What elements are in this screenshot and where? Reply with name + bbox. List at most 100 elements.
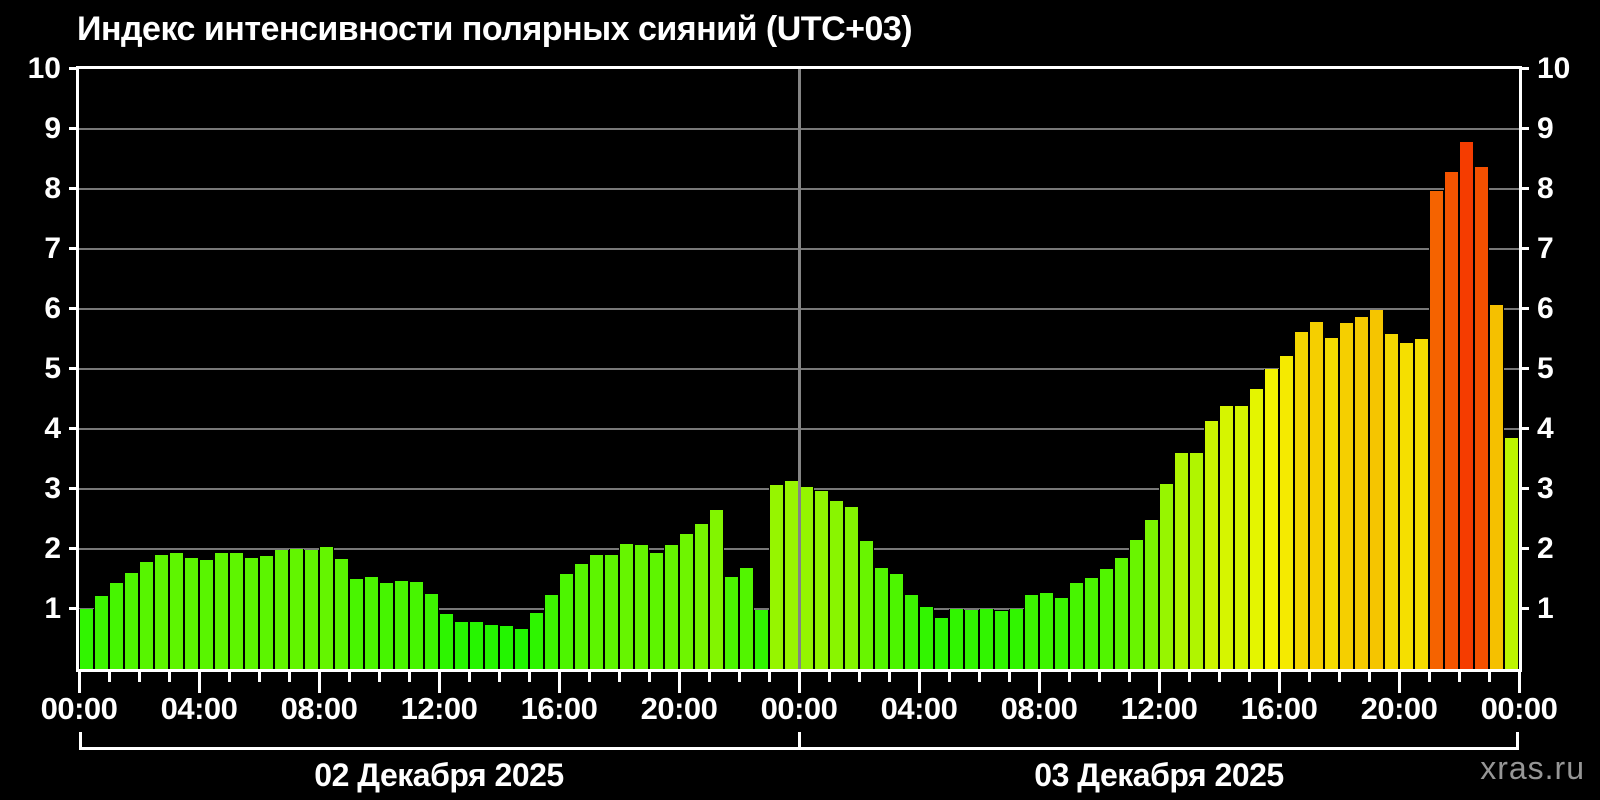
aurora-bar [1384,334,1399,669]
y-tick [1519,427,1529,430]
x-tick-label: 08:00 [280,691,358,726]
y-tick [69,427,79,430]
aurora-bar [679,534,694,669]
aurora-bar [319,547,334,669]
x-tick-minor [1128,672,1131,682]
aurora-bar [814,491,829,669]
aurora-bar [589,555,604,669]
x-tick-minor [168,672,171,682]
aurora-bar [244,558,259,669]
aurora-bar [859,541,874,669]
y-tick-label: 9 [44,112,61,145]
aurora-bar [739,568,754,669]
aurora-bar [574,564,589,669]
x-tick-minor [1248,672,1251,682]
aurora-bar [1099,569,1114,669]
x-tick-minor [468,672,471,682]
aurora-bar [1279,356,1294,669]
aurora-bar [799,487,814,669]
aurora-bar [559,574,574,669]
aurora-bar [1414,339,1429,669]
y-tick [69,187,79,190]
aurora-bar [619,544,634,669]
x-tick-minor [1098,672,1101,682]
chart-title: Индекс интенсивности полярных сияний (UT… [77,10,913,48]
date-label-day2: 03 Декабря 2025 [1034,757,1284,793]
aurora-bar [1024,595,1039,669]
aurora-bar [424,594,439,669]
plot-frame-top [76,66,1522,69]
aurora-bar [934,618,949,669]
y-tick-label: 6 [44,292,61,325]
x-tick-minor [1368,672,1371,682]
aurora-bar [184,558,199,669]
y-tick-label: 9 [1537,112,1554,145]
x-tick-minor [888,672,891,682]
aurora-bar [1114,558,1129,669]
y-tick [69,307,79,310]
aurora-bar [454,622,469,669]
aurora-bar [94,596,109,669]
aurora-bar [889,574,904,669]
x-tick-label: 12:00 [1120,691,1198,726]
aurora-bar [1354,317,1369,669]
aurora-bar [874,568,889,669]
aurora-bar [274,550,289,669]
aurora-bar [1429,191,1444,669]
aurora-bar [139,562,154,669]
x-tick-label: 00:00 [40,691,118,726]
aurora-bar [109,583,124,669]
aurora-bar [1069,583,1084,669]
aurora-bar [1084,578,1099,669]
x-tick-major [678,672,681,693]
y-tick-label: 10 [27,52,61,85]
x-tick-minor [1068,672,1071,682]
aurora-bar [754,610,769,669]
aurora-bar [1009,609,1024,669]
x-tick-major [1158,672,1161,693]
x-tick-major [798,672,801,693]
aurora-bar [979,609,994,669]
aurora-bar [439,614,454,669]
y-tick-label: 3 [44,472,61,505]
bars-container [79,69,1519,669]
x-tick-major [78,672,81,693]
aurora-bar [1219,406,1234,669]
aurora-bar [784,481,799,669]
x-tick-minor [708,672,711,682]
aurora-bar [1459,142,1474,669]
x-tick-label: 16:00 [520,691,598,726]
aurora-bar [1144,520,1159,669]
aurora-bar [1309,322,1324,669]
y-tick-label: 8 [1537,172,1554,205]
y-tick [69,247,79,250]
y-tick [1519,487,1529,490]
aurora-bar [1504,438,1519,669]
y-tick [1519,247,1529,250]
aurora-bar [229,553,244,669]
x-tick-minor [1008,672,1011,682]
aurora-bar [1204,421,1219,669]
x-tick-major [438,672,441,693]
aurora-bar [1369,310,1384,669]
aurora-bar [1264,369,1279,669]
y-tick [69,367,79,370]
x-tick-minor [978,672,981,682]
x-tick-minor [1218,672,1221,682]
x-tick-minor [288,672,291,682]
y-tick [1519,547,1529,550]
y-tick [1519,127,1529,130]
aurora-bar [709,510,724,669]
y-tick [69,127,79,130]
aurora-bar [994,611,1009,669]
y-tick-label: 2 [44,532,61,565]
aurora-bar [694,524,709,669]
x-tick-minor [1188,672,1191,682]
aurora-bar [1339,323,1354,669]
y-tick-label: 5 [44,352,61,385]
x-tick-minor [1308,672,1311,682]
aurora-bar [724,577,739,669]
x-tick-minor [348,672,351,682]
y-tick-label: 2 [1537,532,1554,565]
aurora-bar [529,613,544,669]
